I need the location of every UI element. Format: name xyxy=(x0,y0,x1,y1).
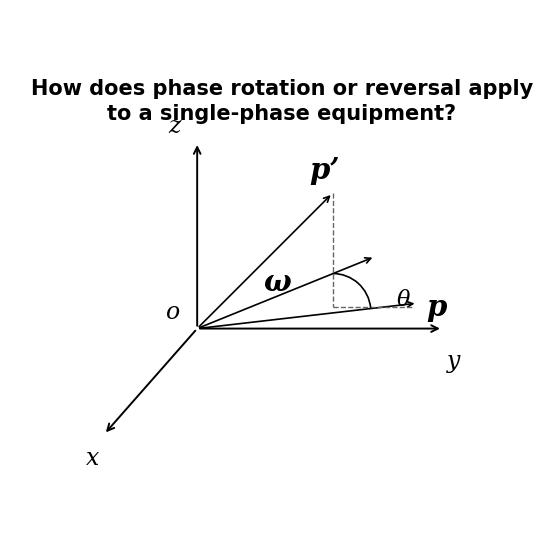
Text: p: p xyxy=(426,293,446,322)
Text: y: y xyxy=(447,350,460,373)
Text: How does phase rotation or reversal apply: How does phase rotation or reversal appl… xyxy=(31,79,533,98)
Text: o: o xyxy=(166,301,180,324)
Text: p’: p’ xyxy=(309,156,339,185)
Text: θ: θ xyxy=(396,289,410,311)
Text: z: z xyxy=(168,115,180,138)
Text: to a single-phase equipment?: to a single-phase equipment? xyxy=(107,104,456,124)
Text: x: x xyxy=(86,447,100,470)
Text: ω: ω xyxy=(263,268,291,297)
